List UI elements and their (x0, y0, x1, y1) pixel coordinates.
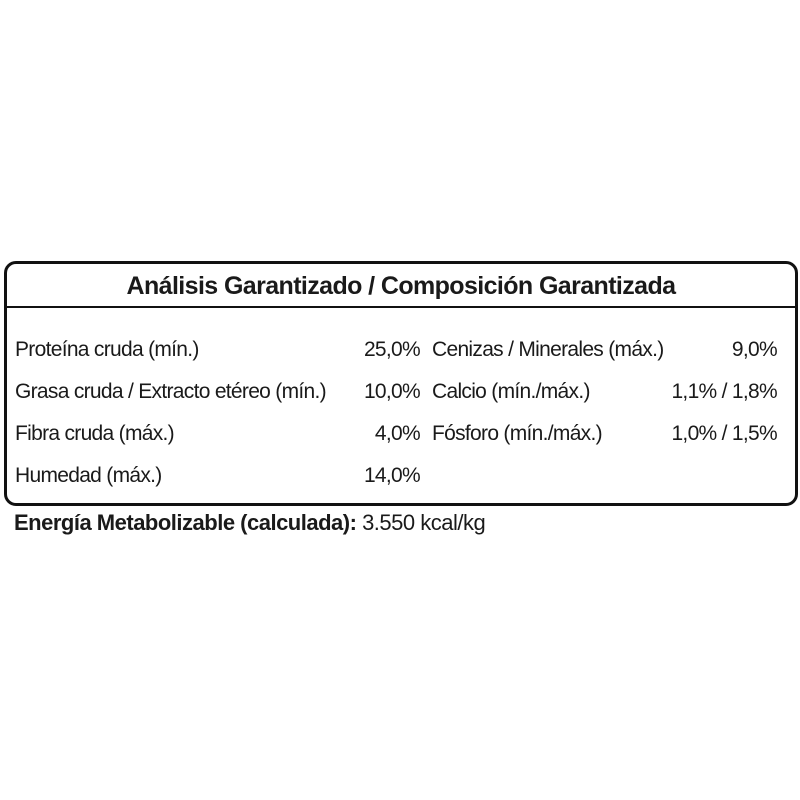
table-title: Análisis Garantizado / Composición Garan… (126, 272, 677, 300)
row-value: 25,0% (363, 338, 421, 361)
table-header: Análisis Garantizado / Composición Garan… (7, 264, 795, 308)
row-value: 4,0% (374, 422, 421, 445)
row-label: Grasa cruda / Extracto etéreo (mín.) (15, 380, 327, 403)
row-value: 14,0% (363, 464, 421, 487)
row-label: Proteína cruda (mín.) (15, 338, 199, 361)
energy-label: Energía Metabolizable (calculada): (14, 510, 357, 535)
row-value: 1,1% / 1,8% (671, 380, 777, 403)
row-label: Calcio (mín./máx.) (432, 380, 590, 403)
row-label: Humedad (máx.) (15, 464, 162, 487)
row-label: Fibra cruda (máx.) (15, 422, 175, 445)
row-label: Fósforo (mín./máx.) (432, 422, 603, 445)
row-value: 1,0% / 1,5% (671, 422, 777, 445)
row-value: 10,0% (363, 380, 421, 403)
row-label: Cenizas / Minerales (máx.) (432, 338, 664, 361)
guaranteed-analysis-table: Análisis Garantizado / Composición Garan… (4, 261, 798, 506)
row-value: 9,0% (731, 338, 778, 361)
energy-value: 3.550 kcal/kg (362, 510, 486, 535)
energy-line: Energía Metabolizable (calculada): 3.550… (14, 510, 486, 536)
